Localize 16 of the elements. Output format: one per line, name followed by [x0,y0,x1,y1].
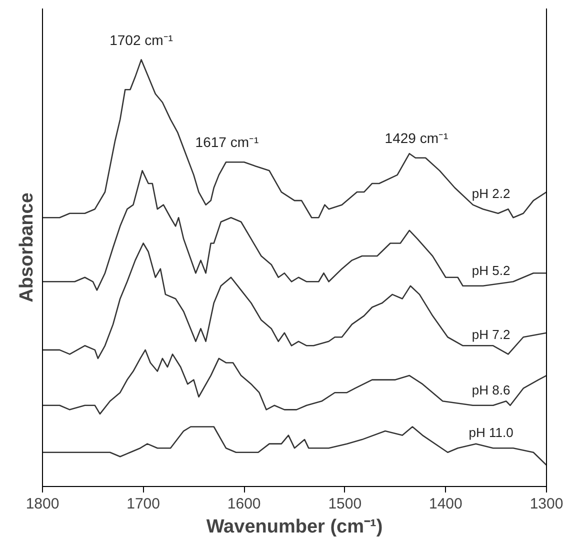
annotation: 1429 cm⁻¹ [384,130,448,146]
annotation: 1617 cm⁻¹ [195,134,259,150]
x-tick-label: 1600 [227,496,261,512]
x-tick-label: 1500 [328,496,362,512]
series-label: pH 8.6 [472,382,510,398]
x-axis-title: Wavenumber (cm⁻¹) [206,516,383,538]
x-tick-label: 1400 [429,496,462,512]
y-axis-title: Absorbance [16,192,38,302]
x-tick-label: 1700 [126,496,160,512]
series-label: pH 11.0 [468,424,514,440]
x-tick-label: 1800 [26,496,60,512]
series-label: pH 5.2 [472,262,510,278]
x-tick-label: 1300 [530,496,564,512]
series-label: pH 7.2 [472,326,510,342]
series-label: pH 2.2 [472,186,510,201]
annotation: 1702 cm⁻¹ [110,32,174,48]
